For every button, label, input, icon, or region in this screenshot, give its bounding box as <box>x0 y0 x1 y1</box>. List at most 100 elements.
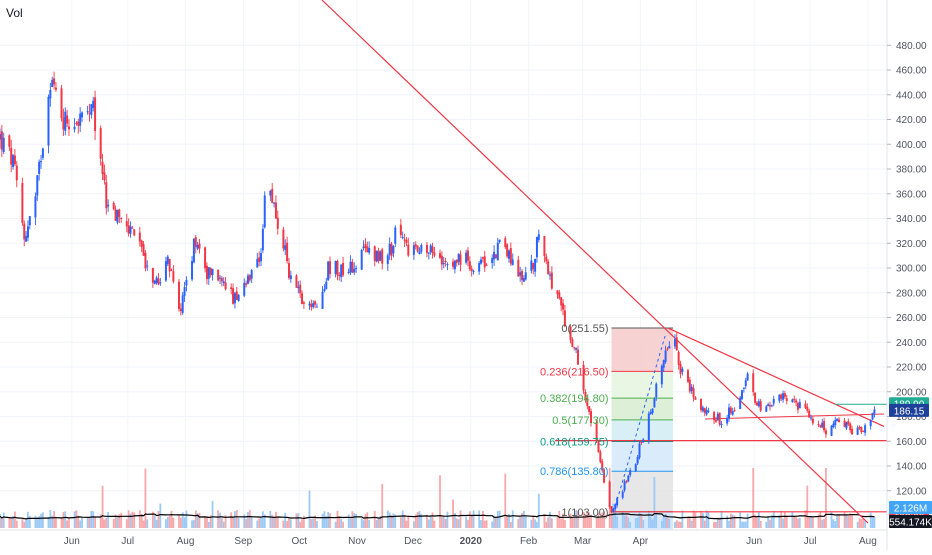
volume-bar <box>444 519 447 528</box>
volume-bar <box>368 520 371 528</box>
volume-bar <box>797 518 799 528</box>
candle-body <box>403 239 406 241</box>
volume-bar <box>549 511 551 528</box>
volume-bar <box>34 515 37 528</box>
candle-body <box>286 242 289 262</box>
candle-body <box>405 239 408 243</box>
candle-body <box>837 419 840 422</box>
candle-body <box>237 294 240 301</box>
volume-bar <box>834 521 837 528</box>
volume-bar <box>418 511 421 528</box>
candle-body <box>688 379 691 392</box>
volume-bar <box>610 513 613 528</box>
candle-body <box>625 481 628 483</box>
candle-body <box>349 261 352 273</box>
volume-bar <box>536 521 538 528</box>
volume-bar <box>323 511 326 528</box>
candle-body <box>164 261 167 281</box>
candle-body <box>299 284 302 294</box>
candle-body <box>429 245 432 253</box>
candle-body <box>629 470 632 476</box>
fib-level-label: 0(251.55) <box>561 323 608 335</box>
candle-body <box>690 386 693 391</box>
candle-body <box>798 402 801 409</box>
volume-bar <box>621 512 624 528</box>
candle-body <box>821 422 824 428</box>
candle-body <box>99 128 102 159</box>
candle-body <box>224 282 227 290</box>
volume-bar <box>564 520 566 528</box>
volume-bar <box>247 512 249 528</box>
volume-bar <box>273 517 275 528</box>
volume-bar <box>260 517 262 528</box>
volume-bar <box>405 520 408 528</box>
volume-bar <box>211 500 214 528</box>
y-tick-label: 180.00 <box>896 412 927 423</box>
candle-body <box>504 238 507 247</box>
candle-body <box>120 218 123 220</box>
volume-bar <box>181 512 184 528</box>
volume-bar <box>235 510 238 528</box>
volume-bar <box>36 517 39 528</box>
candle-body <box>493 251 496 260</box>
candle-body <box>185 279 188 286</box>
candle-body <box>146 265 149 267</box>
volume-bar <box>166 516 169 528</box>
volume-bar <box>284 512 287 528</box>
volume-bar <box>276 518 279 528</box>
volume-bar <box>679 521 682 528</box>
volume-bar <box>662 516 665 528</box>
volume-bar <box>64 511 67 528</box>
volume-bar <box>798 518 801 528</box>
volume-bar <box>66 520 69 528</box>
candle-body <box>746 373 749 381</box>
candle-body <box>791 399 794 403</box>
candle-body <box>836 418 839 422</box>
pane-label: Vol <box>6 6 23 20</box>
volume-bar <box>364 514 367 528</box>
volume-bar <box>716 517 719 528</box>
candle-body <box>873 409 876 414</box>
candle-body <box>705 409 708 415</box>
volume-bar <box>674 521 676 528</box>
volume-bar <box>821 519 824 528</box>
volume-bar <box>183 517 186 528</box>
volume-bar <box>250 516 253 528</box>
volume-bar <box>431 512 434 528</box>
volume-bar <box>636 517 639 528</box>
volume-bar <box>153 515 156 528</box>
candle-body <box>144 252 147 269</box>
candle-body <box>273 202 276 204</box>
volume-bar <box>271 515 274 528</box>
candle-body <box>718 412 721 425</box>
candle-body <box>282 229 285 249</box>
candle-body <box>399 224 402 236</box>
volume-bar <box>353 513 356 528</box>
volume-bar <box>873 516 876 528</box>
candle-body <box>686 370 689 382</box>
volume-bar <box>795 516 798 528</box>
volume-bar <box>194 510 197 528</box>
volume-bar <box>782 518 784 528</box>
candle-body <box>642 439 645 443</box>
candle-body <box>75 123 78 125</box>
volume-bar <box>258 518 261 528</box>
volume-bar <box>179 517 182 528</box>
candle-body <box>355 267 358 269</box>
candle-body <box>446 264 449 266</box>
volume-bar <box>452 499 454 528</box>
candle-body <box>433 252 436 256</box>
x-tick-label: Jun <box>64 536 80 547</box>
volume-bar <box>53 510 55 528</box>
candle-body <box>714 419 717 422</box>
volume-bar <box>690 520 693 528</box>
volume-bar <box>804 510 807 528</box>
candle-body <box>556 290 559 295</box>
volume-bar <box>550 518 553 528</box>
volume-bar <box>386 510 389 528</box>
volume-bar <box>597 512 600 528</box>
candle-body <box>256 258 259 268</box>
volume-bar <box>206 516 208 528</box>
candle-body <box>0 131 3 150</box>
